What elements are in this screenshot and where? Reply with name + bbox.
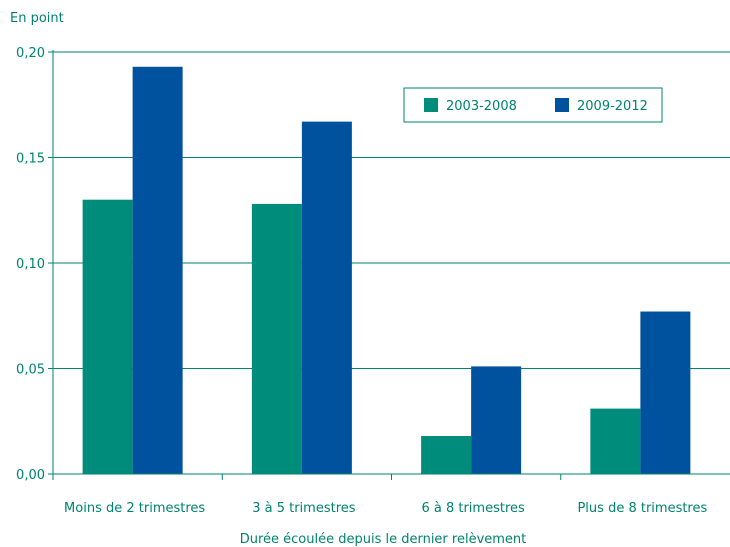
legend-label-2003-2008: 2003-2008 (446, 99, 517, 114)
y-tick-label: 0,05 (16, 363, 45, 378)
y-tick-label: 0,15 (16, 152, 45, 167)
bar-2009-2012-1 (132, 66, 183, 475)
bar-2003-2008-3 (421, 436, 472, 474)
y-tick-label: 0,20 (16, 46, 45, 61)
x-axis-title: Durée écoulée depuis le dernier relèveme… (240, 532, 527, 547)
bars (82, 66, 691, 475)
x-tick-label: 3 à 5 trimestres (252, 501, 356, 516)
y-tick-label: 0,00 (16, 468, 45, 483)
legend-label-2009-2012: 2009-2012 (577, 99, 648, 114)
bar-2003-2008-1 (82, 199, 133, 474)
x-tick-label: Moins de 2 trimestres (64, 501, 205, 516)
y-tick-label: 0,10 (16, 257, 45, 272)
bar-2009-2012-3 (471, 366, 522, 474)
x-tick-labels: Moins de 2 trimestres 3 à 5 trimestres 6 à… (64, 501, 707, 516)
x-tick-label: 6 à 8 trimestres (421, 501, 525, 516)
axes (48, 50, 730, 480)
bar-2003-2008-2 (251, 203, 302, 475)
bar-2003-2008-4 (590, 408, 641, 474)
y-tick-labels: 0,00 0,05 0,10 0,15 0,20 (16, 46, 45, 483)
bar-2009-2012-2 (301, 121, 352, 474)
legend-frame (403, 87, 663, 123)
bar-2009-2012-4 (640, 311, 691, 474)
x-tick-label: Plus de 8 trimestres (577, 501, 707, 516)
legend-swatch-2003-2008 (424, 98, 438, 112)
legend: 2003-2008 2009-2012 (403, 87, 663, 123)
y-axis-title: En point (10, 11, 64, 26)
legend-swatch-2009-2012 (555, 98, 569, 112)
